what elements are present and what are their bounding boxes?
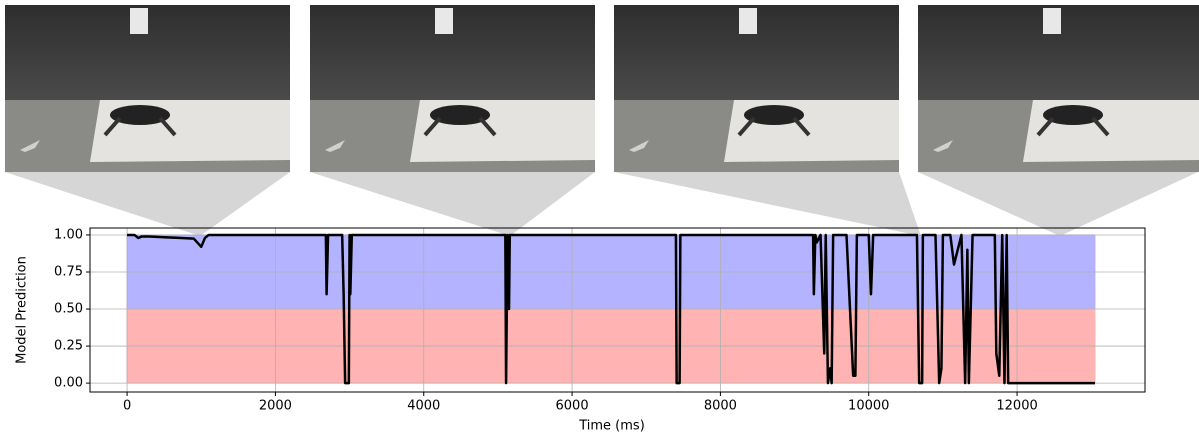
x-tick-label: 6000	[556, 399, 589, 414]
connector	[918, 172, 1198, 236]
plot: 0 2000 4000 6000 8000 10000 12000 0.00 0.25 0.50 0…	[54, 227, 1145, 413]
y-tick-label: 0.50	[54, 302, 83, 317]
y-axis-label: Model Prediction	[15, 256, 30, 364]
sign	[1043, 8, 1061, 34]
connectors	[5, 172, 1198, 236]
connector	[310, 172, 595, 236]
y-tick-label: 0.75	[54, 265, 83, 280]
x-tick-label: 8000	[704, 399, 737, 414]
sign	[435, 8, 453, 34]
x-axis-label: Time (ms)	[578, 419, 645, 434]
x-tick-label: 0	[123, 399, 131, 414]
x-tick-label: 4000	[407, 399, 440, 414]
sign	[130, 8, 148, 34]
y-tick-label: 0.00	[54, 376, 83, 391]
photo	[310, 5, 595, 172]
connector	[5, 172, 290, 236]
sign	[739, 8, 757, 34]
y-tick-label: 1.00	[54, 227, 83, 242]
y-tick-label: 0.25	[54, 339, 83, 354]
x-tick-label: 10000	[848, 399, 889, 414]
figure: 0 2000 4000 6000 8000 10000 12000 0.00 0.25 0.50 0…	[0, 0, 1199, 440]
photo	[918, 5, 1199, 172]
photo	[614, 5, 899, 172]
connector	[614, 172, 921, 236]
photo	[5, 5, 290, 172]
x-tick-label: 2000	[259, 399, 292, 414]
photos	[5, 5, 1199, 172]
x-tick-label: 12000	[996, 399, 1037, 414]
